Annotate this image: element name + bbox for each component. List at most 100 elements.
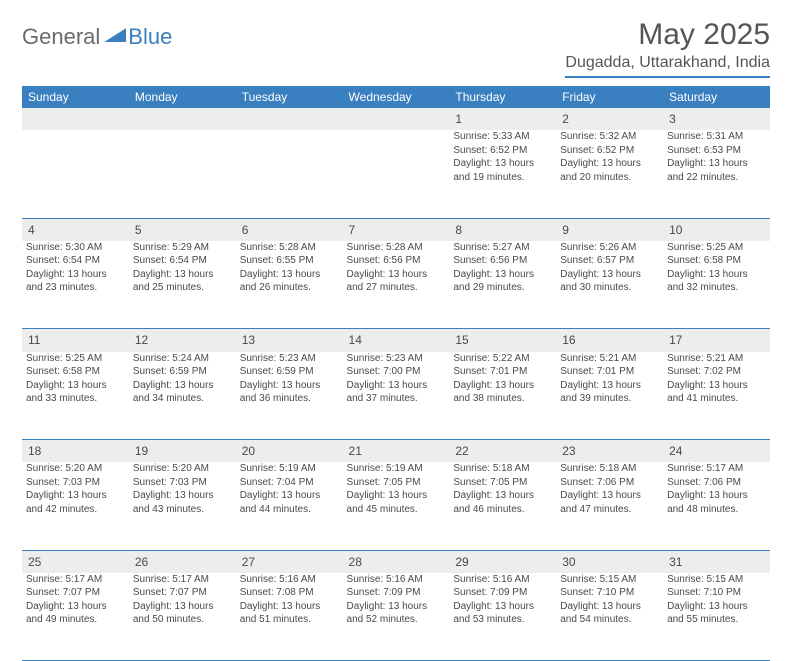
sunrise-line: Sunrise: 5:28 AM (347, 241, 446, 255)
day-detail-cell: Sunrise: 5:16 AMSunset: 7:09 PMDaylight:… (449, 573, 556, 661)
sunset-line: Sunset: 7:09 PM (347, 586, 446, 600)
day-number-cell: 15 (449, 329, 556, 352)
sunset-line: Sunset: 7:05 PM (347, 476, 446, 490)
day-number-cell: 8 (449, 218, 556, 241)
daylight-line: Daylight: 13 hours and 33 minutes. (26, 379, 125, 406)
sunrise-line: Sunrise: 5:18 AM (560, 462, 659, 476)
sunset-line: Sunset: 6:56 PM (453, 254, 552, 268)
sunrise-line: Sunrise: 5:19 AM (347, 462, 446, 476)
sunrise-line: Sunrise: 5:19 AM (240, 462, 339, 476)
sunrise-line: Sunrise: 5:15 AM (667, 573, 766, 587)
daylight-line: Daylight: 13 hours and 42 minutes. (26, 489, 125, 516)
daylight-line: Daylight: 13 hours and 49 minutes. (26, 600, 125, 627)
day-detail-cell: Sunrise: 5:18 AMSunset: 7:05 PMDaylight:… (449, 462, 556, 550)
day-number-cell: 12 (129, 329, 236, 352)
calendar-table: SundayMondayTuesdayWednesdayThursdayFrid… (22, 86, 770, 661)
daylight-line: Daylight: 13 hours and 26 minutes. (240, 268, 339, 295)
day-detail-cell: Sunrise: 5:17 AMSunset: 7:07 PMDaylight:… (22, 573, 129, 661)
day-detail-cell: Sunrise: 5:25 AMSunset: 6:58 PMDaylight:… (22, 352, 129, 440)
sunrise-line: Sunrise: 5:31 AM (667, 130, 766, 144)
day-detail-cell: Sunrise: 5:20 AMSunset: 7:03 PMDaylight:… (129, 462, 236, 550)
daylight-line: Daylight: 13 hours and 39 minutes. (560, 379, 659, 406)
sunrise-line: Sunrise: 5:25 AM (667, 241, 766, 255)
day-detail-cell: Sunrise: 5:26 AMSunset: 6:57 PMDaylight:… (556, 241, 663, 329)
daylight-line: Daylight: 13 hours and 37 minutes. (347, 379, 446, 406)
daylight-line: Daylight: 13 hours and 32 minutes. (667, 268, 766, 295)
daynum-row: 123 (22, 108, 770, 130)
daynum-row: 45678910 (22, 218, 770, 241)
detail-row: Sunrise: 5:20 AMSunset: 7:03 PMDaylight:… (22, 462, 770, 550)
daylight-line: Daylight: 13 hours and 50 minutes. (133, 600, 232, 627)
daynum-row: 11121314151617 (22, 329, 770, 352)
day-detail-cell (129, 130, 236, 218)
sunset-line: Sunset: 6:54 PM (133, 254, 232, 268)
sunset-line: Sunset: 6:59 PM (240, 365, 339, 379)
daylight-line: Daylight: 13 hours and 43 minutes. (133, 489, 232, 516)
sunrise-line: Sunrise: 5:27 AM (453, 241, 552, 255)
sunrise-line: Sunrise: 5:24 AM (133, 352, 232, 366)
sunrise-line: Sunrise: 5:23 AM (240, 352, 339, 366)
daynum-row: 18192021222324 (22, 440, 770, 463)
day-number-cell: 25 (22, 550, 129, 573)
day-detail-cell: Sunrise: 5:18 AMSunset: 7:06 PMDaylight:… (556, 462, 663, 550)
daylight-line: Daylight: 13 hours and 29 minutes. (453, 268, 552, 295)
day-detail-cell: Sunrise: 5:21 AMSunset: 7:01 PMDaylight:… (556, 352, 663, 440)
sunset-line: Sunset: 6:56 PM (347, 254, 446, 268)
day-number-cell: 1 (449, 108, 556, 130)
sunset-line: Sunset: 6:55 PM (240, 254, 339, 268)
day-detail-cell: Sunrise: 5:22 AMSunset: 7:01 PMDaylight:… (449, 352, 556, 440)
sunset-line: Sunset: 7:10 PM (667, 586, 766, 600)
day-number-cell: 20 (236, 440, 343, 463)
day-number-cell: 26 (129, 550, 236, 573)
daylight-line: Daylight: 13 hours and 34 minutes. (133, 379, 232, 406)
day-number-cell (129, 108, 236, 130)
day-header: Tuesday (236, 86, 343, 108)
day-number-cell: 5 (129, 218, 236, 241)
sunrise-line: Sunrise: 5:28 AM (240, 241, 339, 255)
sunset-line: Sunset: 7:10 PM (560, 586, 659, 600)
detail-row: Sunrise: 5:33 AMSunset: 6:52 PMDaylight:… (22, 130, 770, 218)
day-detail-cell: Sunrise: 5:24 AMSunset: 6:59 PMDaylight:… (129, 352, 236, 440)
day-number-cell: 23 (556, 440, 663, 463)
day-number-cell: 29 (449, 550, 556, 573)
sunset-line: Sunset: 7:06 PM (560, 476, 659, 490)
daylight-line: Daylight: 13 hours and 27 minutes. (347, 268, 446, 295)
sunrise-line: Sunrise: 5:17 AM (26, 573, 125, 587)
sunrise-line: Sunrise: 5:32 AM (560, 130, 659, 144)
sunset-line: Sunset: 7:03 PM (133, 476, 232, 490)
month-title: May 2025 (565, 18, 770, 52)
sunrise-line: Sunrise: 5:17 AM (667, 462, 766, 476)
day-number-cell: 13 (236, 329, 343, 352)
day-number-cell: 2 (556, 108, 663, 130)
day-number-cell (236, 108, 343, 130)
sunrise-line: Sunrise: 5:16 AM (453, 573, 552, 587)
day-detail-cell: Sunrise: 5:23 AMSunset: 7:00 PMDaylight:… (343, 352, 450, 440)
sunset-line: Sunset: 7:01 PM (453, 365, 552, 379)
sunrise-line: Sunrise: 5:17 AM (133, 573, 232, 587)
sunset-line: Sunset: 7:02 PM (667, 365, 766, 379)
location-label: Dugadda, Uttarakhand, India (565, 54, 770, 78)
day-detail-cell: Sunrise: 5:25 AMSunset: 6:58 PMDaylight:… (663, 241, 770, 329)
day-number-cell: 17 (663, 329, 770, 352)
day-detail-cell: Sunrise: 5:15 AMSunset: 7:10 PMDaylight:… (556, 573, 663, 661)
day-number-cell: 28 (343, 550, 450, 573)
sunrise-line: Sunrise: 5:25 AM (26, 352, 125, 366)
calendar-body: 123Sunrise: 5:33 AMSunset: 6:52 PMDaylig… (22, 108, 770, 661)
day-detail-cell: Sunrise: 5:28 AMSunset: 6:55 PMDaylight:… (236, 241, 343, 329)
daylight-line: Daylight: 13 hours and 52 minutes. (347, 600, 446, 627)
daylight-line: Daylight: 13 hours and 45 minutes. (347, 489, 446, 516)
day-number-cell: 7 (343, 218, 450, 241)
sunset-line: Sunset: 7:09 PM (453, 586, 552, 600)
sunrise-line: Sunrise: 5:29 AM (133, 241, 232, 255)
day-detail-cell: Sunrise: 5:19 AMSunset: 7:04 PMDaylight:… (236, 462, 343, 550)
day-detail-cell: Sunrise: 5:31 AMSunset: 6:53 PMDaylight:… (663, 130, 770, 218)
sunrise-line: Sunrise: 5:23 AM (347, 352, 446, 366)
daylight-line: Daylight: 13 hours and 48 minutes. (667, 489, 766, 516)
daylight-line: Daylight: 13 hours and 41 minutes. (667, 379, 766, 406)
day-detail-cell: Sunrise: 5:15 AMSunset: 7:10 PMDaylight:… (663, 573, 770, 661)
day-detail-cell: Sunrise: 5:33 AMSunset: 6:52 PMDaylight:… (449, 130, 556, 218)
day-number-cell: 4 (22, 218, 129, 241)
day-number-cell: 10 (663, 218, 770, 241)
day-number-cell: 6 (236, 218, 343, 241)
sunrise-line: Sunrise: 5:16 AM (240, 573, 339, 587)
